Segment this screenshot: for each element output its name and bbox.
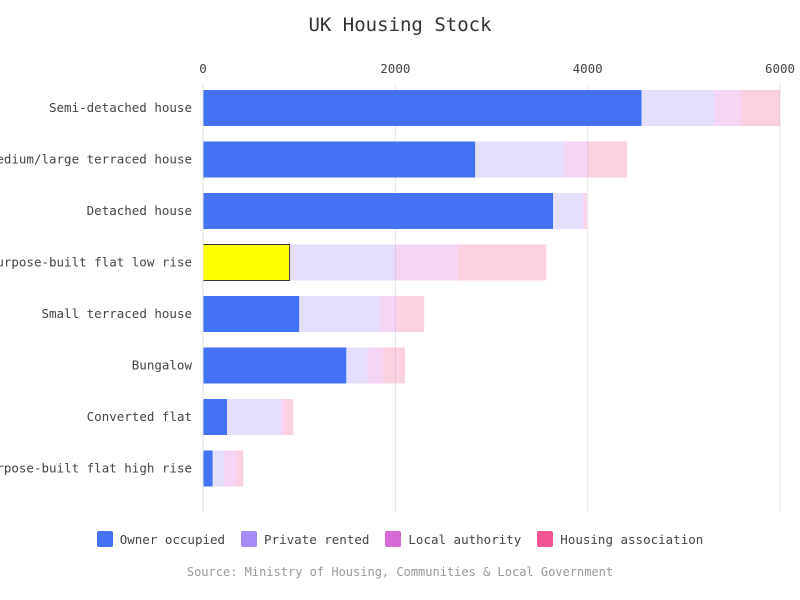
bar-segment [395, 244, 458, 281]
bar-segment [582, 193, 585, 229]
bar-segment [203, 347, 347, 384]
bar-segment [203, 450, 213, 487]
bar-segment [202, 244, 291, 281]
legend-label: Local authority [408, 531, 522, 547]
bar-segment [741, 90, 780, 126]
bar-segment [299, 296, 380, 332]
x-tick-label: 6000 [765, 61, 795, 76]
bar-segment [289, 244, 396, 281]
bar-segment [283, 399, 294, 435]
y-category-label: Detached house [87, 203, 192, 218]
legend-item: Private rented [241, 531, 369, 547]
bar-segment [203, 193, 554, 229]
bar-segment [587, 141, 628, 178]
bar-segment [564, 141, 588, 178]
legend-label: Housing association [560, 531, 704, 547]
bar-segment [382, 347, 405, 384]
y-category-label: Purpose-built flat low rise [0, 255, 192, 270]
y-category-label: Purpose-built flat high rise [0, 461, 192, 476]
legend-swatch [385, 531, 402, 547]
bar-segment [367, 347, 383, 384]
bar-segment [346, 347, 368, 384]
legend: Owner occupied Private rented Local author… [0, 531, 800, 547]
bar-segment [236, 450, 244, 487]
bar-segment [641, 90, 715, 126]
x-tick-label: 2000 [380, 61, 410, 76]
legend-label: Private rented [264, 531, 370, 547]
source-note: Source: Ministry of Housing, Communities… [186, 565, 614, 579]
x-tick-label: 0 [199, 61, 207, 76]
bar-segment [584, 193, 587, 229]
x-tick-label: 4000 [573, 61, 603, 76]
bar-segment [203, 399, 228, 435]
y-category-label: Semi-detached house [49, 100, 192, 115]
legend-swatch [241, 531, 258, 547]
bar-segment [553, 193, 583, 229]
bar-segment [457, 244, 547, 281]
legend-swatch [96, 531, 113, 547]
y-category-label: Small terraced house [41, 306, 192, 321]
bar-segment [212, 450, 225, 487]
y-category-label: Medium/large terraced house [0, 152, 192, 167]
y-category-label: Bungalow [132, 358, 193, 373]
bar-segment [475, 141, 565, 178]
legend-swatch [537, 531, 554, 547]
bar-segment [714, 90, 742, 126]
bar-segment [203, 141, 476, 178]
legend-item: Owner occupied [96, 531, 226, 547]
bar-segment [203, 296, 300, 332]
chart-title: UK Housing Stock [308, 14, 492, 36]
bar-segment [397, 296, 425, 332]
legend-label: Owner occupied [119, 531, 226, 547]
legend-item: Housing association [537, 531, 703, 547]
legend-item: Local authority [385, 531, 521, 547]
bar-segment [224, 450, 237, 487]
y-category-label: Converted flat [87, 409, 192, 424]
bar-segment [379, 296, 398, 332]
bar-segment [227, 399, 281, 435]
bar-segment [203, 90, 642, 126]
bar-segment [280, 399, 284, 435]
